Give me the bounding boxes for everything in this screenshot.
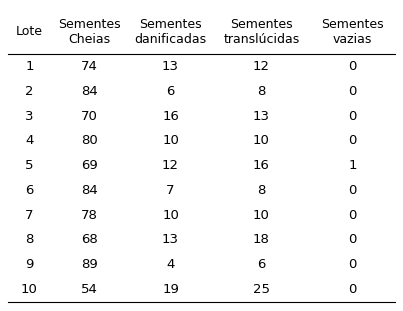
- Text: 25: 25: [253, 283, 270, 296]
- Text: 6: 6: [166, 85, 175, 98]
- Text: 8: 8: [257, 85, 266, 98]
- Text: 8: 8: [257, 184, 266, 197]
- Text: 84: 84: [81, 184, 98, 197]
- Text: 3: 3: [25, 110, 33, 123]
- Text: 4: 4: [25, 134, 33, 147]
- Text: 84: 84: [81, 85, 98, 98]
- Text: 78: 78: [81, 209, 98, 222]
- Text: 10: 10: [162, 134, 179, 147]
- Text: 6: 6: [25, 184, 33, 197]
- Text: 68: 68: [81, 233, 98, 246]
- Text: 70: 70: [81, 110, 98, 123]
- Text: 16: 16: [253, 159, 270, 172]
- Text: 69: 69: [81, 159, 98, 172]
- Text: 74: 74: [81, 60, 98, 73]
- Text: 0: 0: [348, 184, 357, 197]
- Text: 13: 13: [162, 233, 179, 246]
- Text: 10: 10: [21, 283, 38, 296]
- Text: 0: 0: [348, 283, 357, 296]
- Text: Sementes
Cheias: Sementes Cheias: [58, 18, 120, 46]
- Text: 10: 10: [253, 209, 270, 222]
- Text: 89: 89: [81, 258, 98, 271]
- Text: 4: 4: [166, 258, 175, 271]
- Text: 0: 0: [348, 258, 357, 271]
- Text: 1: 1: [25, 60, 33, 73]
- Text: 0: 0: [348, 233, 357, 246]
- Text: 13: 13: [253, 110, 270, 123]
- Text: 18: 18: [253, 233, 270, 246]
- Text: 12: 12: [162, 159, 179, 172]
- Text: 9: 9: [25, 258, 33, 271]
- Text: 12: 12: [253, 60, 270, 73]
- Text: 16: 16: [162, 110, 179, 123]
- Text: 0: 0: [348, 110, 357, 123]
- Text: 19: 19: [162, 283, 179, 296]
- Text: 6: 6: [257, 258, 266, 271]
- Text: 54: 54: [81, 283, 98, 296]
- Text: Sementes
translúcidas: Sementes translúcidas: [223, 18, 299, 46]
- Text: 0: 0: [348, 85, 357, 98]
- Text: 2: 2: [25, 85, 33, 98]
- Text: Lote: Lote: [16, 26, 43, 38]
- Text: 1: 1: [348, 159, 357, 172]
- Text: 5: 5: [25, 159, 33, 172]
- Text: Sementes
danificadas: Sementes danificadas: [135, 18, 207, 46]
- Text: 13: 13: [162, 60, 179, 73]
- Text: 8: 8: [25, 233, 33, 246]
- Text: 10: 10: [253, 134, 270, 147]
- Text: 7: 7: [166, 184, 175, 197]
- Text: 80: 80: [81, 134, 98, 147]
- Text: 7: 7: [25, 209, 33, 222]
- Text: 0: 0: [348, 134, 357, 147]
- Text: 0: 0: [348, 60, 357, 73]
- Text: 0: 0: [348, 209, 357, 222]
- Text: Sementes
vazias: Sementes vazias: [321, 18, 384, 46]
- Text: 10: 10: [162, 209, 179, 222]
